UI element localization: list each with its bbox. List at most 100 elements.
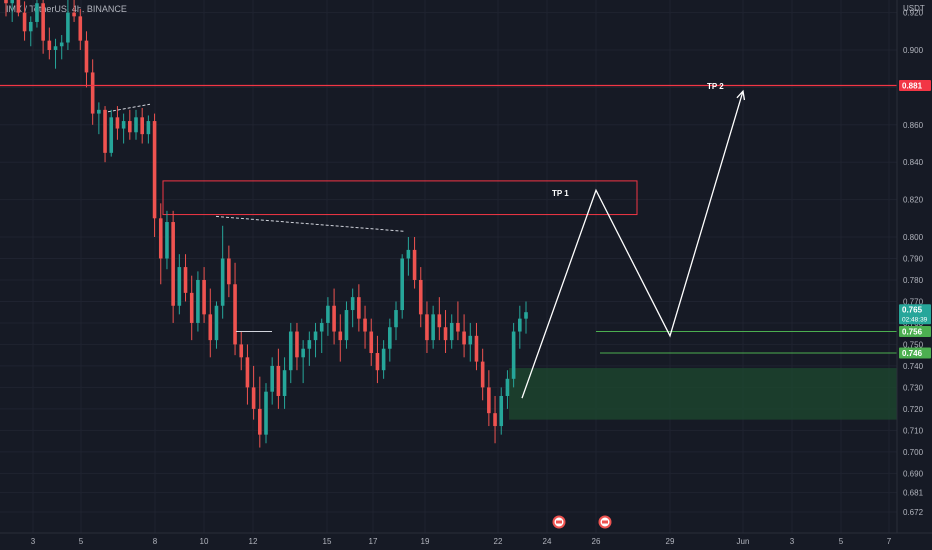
candle-body: [518, 318, 522, 332]
candle-body: [53, 46, 58, 50]
trendline-1: [107, 103, 151, 113]
candle-body: [35, 3, 39, 22]
candle-body: [258, 408, 262, 435]
candle-body: [487, 387, 491, 414]
candle-body: [400, 258, 404, 311]
candle-body: [220, 258, 225, 306]
candle-body: [319, 322, 324, 332]
candle-body: [474, 335, 479, 362]
candle-body: [78, 16, 83, 41]
x-tick-label-11: 29: [666, 537, 675, 546]
candle-body: [16, 0, 21, 13]
buy-zone: [509, 368, 897, 420]
projection-arrowhead: [736, 89, 746, 101]
support-2-tag-label: 0.746: [902, 349, 923, 358]
candle-body: [177, 267, 182, 306]
candle-body: [468, 335, 473, 345]
candle-body: [4, 0, 8, 4]
candle-body: [301, 348, 305, 358]
y-tick-label-12: 0.790: [903, 254, 924, 263]
currency-label: USDT: [903, 4, 925, 13]
drawings: TP 1 TP 2: [0, 82, 897, 399]
candle-body: [109, 117, 114, 153]
candle-body: [214, 305, 219, 341]
x-tick-label-1: 5: [79, 537, 84, 546]
y-tick-label-3: 0.700: [903, 448, 924, 457]
candle-body: [239, 344, 244, 358]
y-tick-label-6: 0.730: [903, 383, 924, 392]
candle-body: [90, 72, 95, 114]
candle-body: [505, 378, 510, 396]
event-marker-icon-0[interactable]: [552, 515, 566, 529]
last-price-tag-label: 0.765: [902, 306, 923, 315]
candle-body: [295, 331, 299, 358]
candle-body: [227, 258, 231, 285]
chart-title: IMX / TetherUS, 4h, BINANCE: [6, 4, 127, 14]
candle-body: [369, 331, 374, 354]
candle-body: [307, 340, 312, 349]
candle-body: [28, 21, 33, 32]
candle-body: [140, 117, 144, 135]
candle-body: [462, 331, 466, 345]
x-tick-label-10: 26: [592, 537, 601, 546]
x-tick-label-8: 22: [494, 537, 503, 546]
candle-body: [288, 331, 293, 371]
candle-body: [196, 279, 200, 323]
trendline-2: [215, 215, 406, 232]
candle-body: [59, 42, 64, 47]
x-tick-label-7: 19: [421, 537, 430, 546]
x-tick-label-4: 12: [249, 537, 258, 546]
y-tick-label-13: 0.800: [903, 233, 924, 242]
candle-body: [128, 121, 132, 133]
candle-body: [332, 305, 336, 332]
candle-body: [251, 387, 256, 409]
support-1-tag: [899, 326, 931, 338]
support-2-tag: [899, 347, 931, 359]
candle-body: [84, 40, 89, 73]
x-tick-label-0: 3: [31, 537, 36, 546]
candle-body: [480, 361, 485, 388]
candle-body: [165, 222, 169, 259]
candle-body: [381, 348, 386, 371]
candle-body: [437, 314, 442, 328]
y-tick-label-0: 0.672: [903, 508, 924, 517]
y-tick-label-7: 0.740: [903, 362, 924, 371]
candle-body: [363, 318, 367, 332]
candle-body: [134, 117, 138, 133]
candle-body: [276, 365, 281, 396]
projection-path: [521, 90, 744, 399]
candle-body: [72, 12, 76, 17]
y-tick-label-4: 0.710: [903, 426, 924, 435]
candle-body: [425, 314, 429, 341]
candle-body: [456, 322, 460, 332]
y-tick-label-11: 0.780: [903, 276, 924, 285]
tp1-label: TP 1: [552, 189, 569, 198]
candle-body: [499, 395, 504, 427]
event-marker-icon-1[interactable]: [598, 515, 612, 529]
zones: [162, 180, 897, 420]
candle-body: [121, 121, 126, 129]
x-tick-label-9: 24: [543, 537, 552, 546]
y-tick-label-2: 0.690: [903, 469, 924, 478]
grid: [0, 0, 897, 533]
candle-body: [282, 370, 287, 396]
candle-body: [189, 292, 194, 323]
last-price-tag-countdown: 02:48:39: [902, 317, 928, 324]
candle-body: [158, 218, 163, 259]
candle-body: [394, 310, 398, 328]
candle-body: [270, 365, 274, 392]
candle-body: [431, 314, 435, 341]
y-tick-label-18: 0.900: [903, 46, 924, 55]
candle-body: [449, 322, 454, 341]
event-markers[interactable]: [552, 515, 612, 529]
x-tick-label-13: 3: [790, 537, 795, 546]
candle-body: [412, 249, 417, 280]
candle-body: [338, 331, 343, 341]
y-tick-label-8: 0.750: [903, 340, 924, 349]
candle-body: [344, 310, 349, 341]
candle-body: [183, 267, 188, 293]
x-tick-label-14: 5: [839, 537, 844, 546]
x-tick-label-12: Jun: [737, 537, 750, 546]
candles: [4, 0, 528, 448]
